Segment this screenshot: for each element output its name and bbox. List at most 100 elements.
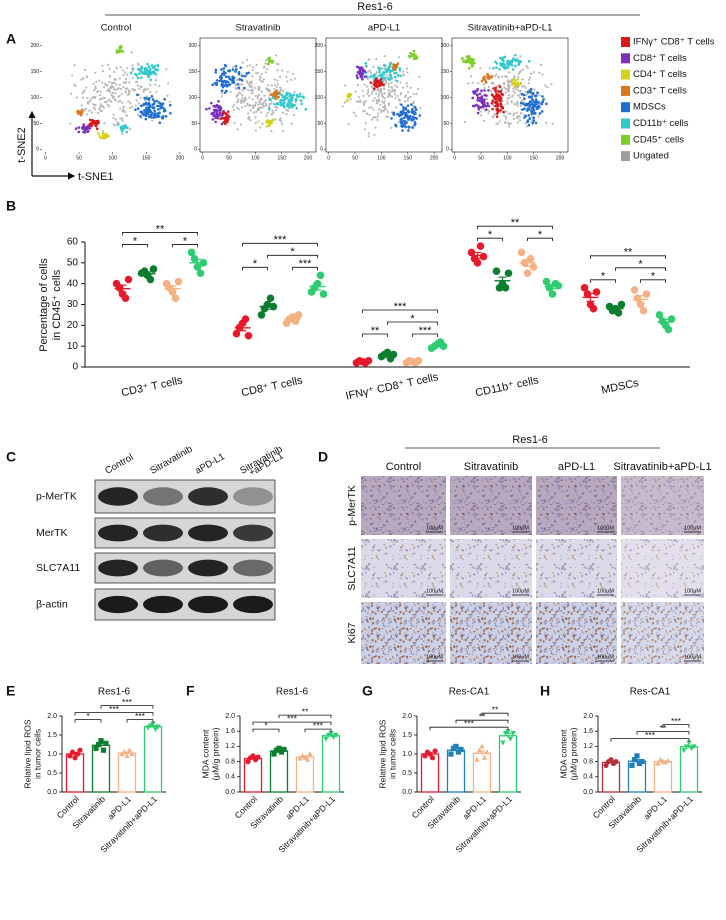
point (236, 98, 240, 101)
point (121, 69, 125, 72)
point (361, 89, 364, 92)
point (490, 101, 494, 105)
point (232, 76, 235, 79)
y-tick-label: 100 (31, 95, 40, 101)
point (222, 121, 225, 124)
point (513, 79, 517, 82)
point (96, 119, 100, 123)
point (363, 70, 367, 73)
data-point (150, 721, 156, 727)
point (496, 104, 499, 108)
bar (420, 753, 440, 793)
point (252, 106, 255, 110)
point (144, 110, 147, 114)
ihc-tint (621, 476, 704, 535)
data-point (505, 729, 511, 735)
point (502, 59, 505, 63)
error-bar (586, 292, 595, 302)
point (483, 119, 486, 123)
data-point (448, 751, 454, 757)
point (108, 86, 112, 89)
y-tick-label: 1.6 (583, 728, 593, 735)
column-label: Control (386, 461, 421, 473)
point (127, 100, 130, 103)
point (139, 69, 143, 72)
point (349, 94, 352, 97)
point (266, 119, 269, 122)
point (487, 104, 491, 108)
data-point (115, 284, 124, 292)
point (495, 107, 498, 111)
point (410, 117, 413, 121)
point (402, 123, 406, 127)
point (497, 76, 500, 79)
point (401, 120, 404, 123)
point (81, 96, 85, 99)
point (251, 88, 254, 91)
scale-bar-label: 100μM (597, 654, 614, 660)
ihc-tint (621, 602, 704, 664)
point (501, 62, 505, 66)
point (148, 96, 151, 100)
ihc-image (361, 476, 446, 535)
significance-bracket (252, 728, 280, 733)
point (390, 95, 394, 98)
plot-frame (199, 37, 317, 153)
significance-bracket (527, 237, 553, 242)
point (407, 126, 411, 129)
point (101, 129, 104, 133)
point (535, 102, 538, 106)
point (516, 57, 519, 60)
point (247, 117, 250, 121)
point (250, 82, 253, 85)
point (96, 111, 99, 115)
point (100, 109, 104, 112)
point (373, 97, 376, 100)
point (406, 85, 409, 88)
significance-bracket (126, 719, 154, 723)
point (385, 74, 388, 77)
blot-band (188, 595, 228, 614)
point (211, 83, 214, 87)
point (258, 78, 261, 81)
point (512, 90, 515, 93)
point (146, 88, 149, 91)
point (388, 92, 391, 95)
significance-label: *** (299, 258, 313, 270)
point (124, 78, 128, 81)
y-tick-label: 1.5 (402, 732, 412, 739)
point (387, 103, 390, 107)
point (218, 79, 221, 83)
data-point (634, 753, 640, 759)
error-bar (168, 285, 177, 293)
point (375, 99, 378, 102)
point (218, 75, 222, 79)
point (364, 99, 367, 103)
point (136, 62, 139, 65)
point (516, 100, 519, 103)
point (546, 86, 549, 89)
data-point (667, 315, 676, 323)
significance-label: * (601, 271, 606, 283)
point (494, 102, 498, 105)
point (233, 122, 236, 125)
blot-band (143, 559, 183, 577)
point (460, 57, 464, 60)
x-tick-label: CD8⁺ T cells (240, 374, 304, 399)
point (241, 106, 244, 109)
point (205, 107, 208, 111)
data-point (688, 746, 695, 752)
point (280, 122, 284, 125)
point (294, 101, 297, 104)
significance-label: * (538, 229, 543, 241)
significance-label: *** (671, 716, 682, 726)
point (144, 114, 148, 118)
point (507, 123, 510, 126)
point (139, 110, 142, 114)
point (378, 68, 381, 72)
point (506, 84, 509, 87)
point (148, 105, 152, 108)
point (224, 117, 228, 121)
point (508, 60, 511, 64)
point (116, 123, 120, 126)
